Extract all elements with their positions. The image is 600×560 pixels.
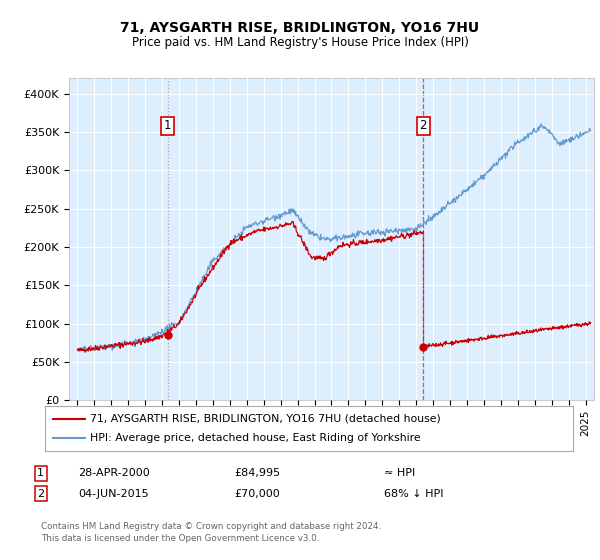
Text: HPI: Average price, detached house, East Riding of Yorkshire: HPI: Average price, detached house, East… bbox=[90, 433, 421, 444]
Text: Contains HM Land Registry data © Crown copyright and database right 2024.: Contains HM Land Registry data © Crown c… bbox=[41, 522, 381, 531]
Text: 71, AYSGARTH RISE, BRIDLINGTON, YO16 7HU (detached house): 71, AYSGARTH RISE, BRIDLINGTON, YO16 7HU… bbox=[90, 413, 440, 423]
Text: 68% ↓ HPI: 68% ↓ HPI bbox=[384, 489, 443, 499]
Text: 2: 2 bbox=[419, 119, 427, 132]
Text: This data is licensed under the Open Government Licence v3.0.: This data is licensed under the Open Gov… bbox=[41, 534, 319, 543]
Text: 28-APR-2000: 28-APR-2000 bbox=[78, 468, 150, 478]
Text: 1: 1 bbox=[164, 119, 172, 132]
Text: Price paid vs. HM Land Registry's House Price Index (HPI): Price paid vs. HM Land Registry's House … bbox=[131, 36, 469, 49]
Text: 04-JUN-2015: 04-JUN-2015 bbox=[78, 489, 149, 499]
Text: £84,995: £84,995 bbox=[234, 468, 280, 478]
Text: 1: 1 bbox=[37, 468, 44, 478]
Text: ≈ HPI: ≈ HPI bbox=[384, 468, 415, 478]
Text: £70,000: £70,000 bbox=[234, 489, 280, 499]
Text: 2: 2 bbox=[37, 489, 44, 499]
Text: 71, AYSGARTH RISE, BRIDLINGTON, YO16 7HU: 71, AYSGARTH RISE, BRIDLINGTON, YO16 7HU bbox=[121, 21, 479, 35]
